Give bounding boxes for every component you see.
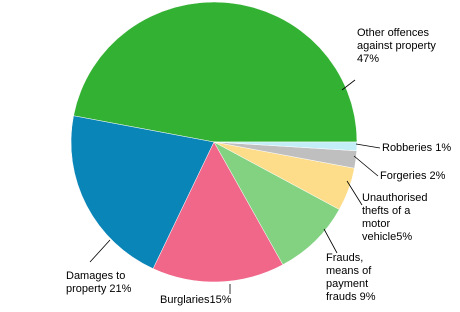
- leader-line: [355, 143, 381, 149]
- pie-slice: [213, 141, 340, 266]
- slice-label: Forgeries 2%: [380, 170, 446, 182]
- slice-label: Unauthorised thefts of a motor vehicle5%: [362, 192, 428, 243]
- leader-line: [89, 239, 111, 263]
- pie-slice: [73, 1, 358, 143]
- slice-label: Damages to property 21%: [66, 270, 132, 295]
- leader-line: [353, 155, 379, 177]
- slice-label: Frauds, means of payment frauds 9%: [326, 252, 376, 303]
- leader-lines: [89, 79, 381, 294]
- leader-line: [323, 228, 338, 254]
- pie-slice: [152, 141, 284, 283]
- slice-label: Other offences against property 47%: [357, 27, 436, 65]
- pie-slice: [70, 115, 215, 270]
- leader-line: [346, 180, 363, 206]
- slice-label: Robberies 1%: [382, 142, 452, 154]
- pie-slice: [213, 141, 358, 152]
- leader-line: [341, 79, 356, 91]
- slice-label: Burglaries15%: [160, 294, 232, 306]
